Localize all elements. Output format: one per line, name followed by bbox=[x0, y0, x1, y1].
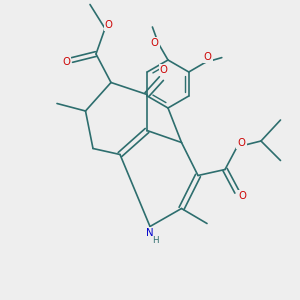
Text: N: N bbox=[146, 228, 154, 238]
Text: O: O bbox=[238, 190, 246, 201]
Text: O: O bbox=[62, 57, 70, 68]
Text: O: O bbox=[160, 65, 168, 75]
Text: O: O bbox=[105, 20, 112, 30]
Text: O: O bbox=[204, 52, 212, 62]
Text: O: O bbox=[238, 138, 245, 148]
Text: O: O bbox=[151, 38, 159, 48]
Text: H: H bbox=[152, 236, 159, 245]
